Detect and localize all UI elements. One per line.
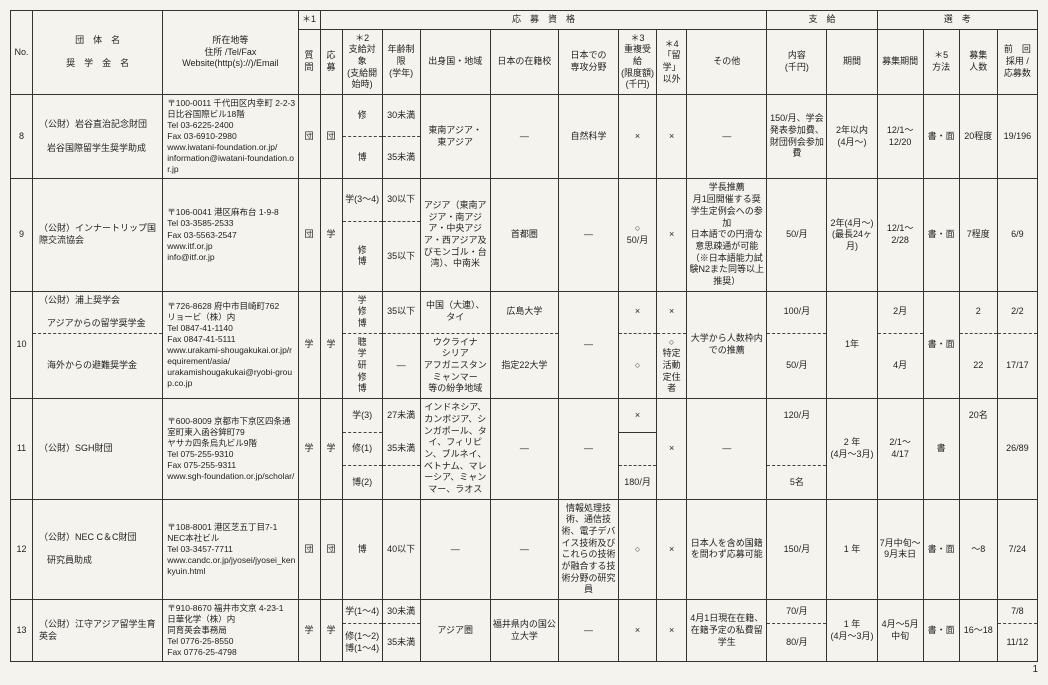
hdr-q: 質問 <box>298 29 320 94</box>
cell-org: （公財）NEC C＆C財団 研究員助成 <box>33 499 163 600</box>
table-header: No. 団 体 名奨 学 金 名 所在地等住所 /Tel/FaxWebsite(… <box>11 11 1038 95</box>
cell-org: （公財）浦上奨学会 アジアからの留学奨学金 <box>33 291 163 333</box>
cell-per: 2年以内(4月〜) <box>827 95 877 179</box>
cell-fld: 自然科学 <box>558 95 618 179</box>
hdr-ryu: ＊4「留学」以外 <box>657 29 687 94</box>
hdr-sch: 日本の在籍校 <box>490 29 558 94</box>
cell-org: （公財）SGH財団 <box>33 399 163 500</box>
cell-bo: 団 <box>320 95 342 179</box>
table-row: 8 （公財）岩谷直治記念財団 岩谷国際留学生奨学助成 〒100-0011 千代田… <box>11 95 1038 137</box>
cell-addr: 〒108-8001 港区芝五丁目7-1NEC本社ビルTel 03-3457-77… <box>163 499 298 600</box>
hdr-sel: 選 考 <box>877 11 1037 30</box>
scholarship-table: No. 団 体 名奨 学 金 名 所在地等住所 /Tel/FaxWebsite(… <box>10 10 1038 662</box>
cell-amt: 150/月、学会発表参加費、財団例会参加費 <box>767 95 827 179</box>
hdr-amt: 内容(千円) <box>767 29 827 94</box>
hdr-mtd: ＊5方法 <box>923 29 959 94</box>
cell-no: 13 <box>11 600 33 662</box>
cell-no: 12 <box>11 499 33 600</box>
cell-org: （公財）インナートリップ国際交流協会 <box>33 179 163 291</box>
hdr-tgt: ＊2支給対象(支給開始時) <box>342 29 382 94</box>
cell-org: （公財）江守アジア留学生育英会 <box>33 600 163 662</box>
cell-mtd: 書・面 <box>923 95 959 179</box>
cell-app: 12/1〜12/20 <box>877 95 923 179</box>
hdr-org: 団 体 名奨 学 金 名 <box>33 11 163 95</box>
hdr-no: No. <box>11 11 33 95</box>
hdr-qual: 応 募 資 格 <box>320 11 767 30</box>
cell-no: 8 <box>11 95 33 179</box>
table-row: 13 （公財）江守アジア留学生育英会 〒910-8670 福井市文京 4-23-… <box>11 600 1038 624</box>
table-row: 10 （公財）浦上奨学会 アジアからの留学奨学金 〒726-8628 府中市目崎… <box>11 291 1038 333</box>
cell-age: 30未満 <box>382 95 420 137</box>
table-row: 9 （公財）インナートリップ国際交流協会 〒106-0041 港区麻布台 1-9… <box>11 179 1038 222</box>
cell-no: 11 <box>11 399 33 500</box>
cell-num: 20程度 <box>959 95 997 179</box>
hdr-num: 募集人数 <box>959 29 997 94</box>
hdr-age: 年齢制限(学年) <box>382 29 420 94</box>
cell-prev: 19/196 <box>997 95 1037 179</box>
cell-oth: — <box>687 95 767 179</box>
cell-addr: 〒100-0011 千代田区内幸町 2-2-3日比谷国際ビル18階Tel 03-… <box>163 95 298 179</box>
hdr-star1: ＊1 <box>298 11 320 30</box>
cell-org: （公財）岩谷直治記念財団 岩谷国際留学生奨学助成 <box>33 95 163 179</box>
cell-sch: — <box>490 95 558 179</box>
page-number: 1 <box>10 664 1038 675</box>
cell-addr: 〒910-8670 福井市文京 4-23-1日華化学（株）内同育英会事務局Tel… <box>163 600 298 662</box>
hdr-bo: 応募 <box>320 29 342 94</box>
cell-addr: 〒106-0041 港区麻布台 1-9-8Tel 03-3585-2533Fax… <box>163 179 298 291</box>
hdr-oth: その他 <box>687 29 767 94</box>
table-body: 8 （公財）岩谷直治記念財団 岩谷国際留学生奨学助成 〒100-0011 千代田… <box>11 95 1038 662</box>
hdr-addr: 所在地等住所 /Tel/FaxWebsite(http(s)://)/Email <box>163 11 298 95</box>
cell-tgt: 修 <box>342 95 382 137</box>
hdr-reg: 出身国・地域 <box>420 29 490 94</box>
table-row: 12 （公財）NEC C＆C財団 研究員助成 〒108-8001 港区芝五丁目7… <box>11 499 1038 600</box>
cell-reg: 東南アジア・東アジア <box>420 95 490 179</box>
table-row: 11 （公財）SGH財団 〒600-8009 京都市下京区四条通室町東入函谷鉾町… <box>11 399 1038 433</box>
cell-addr: 〒600-8009 京都市下京区四条通室町東入函谷鉾町79ヤサカ四条烏丸ビル9階… <box>163 399 298 500</box>
cell-no: 9 <box>11 179 33 291</box>
cell-ryu: × <box>657 95 687 179</box>
hdr-prev: 前 回採用 /応募数 <box>997 29 1037 94</box>
hdr-pay: 支 給 <box>767 11 877 30</box>
cell-addr: 〒726-8628 府中市目崎町762リョービ（株）内Tel 0847-41-1… <box>163 291 298 399</box>
cell-q: 団 <box>298 95 320 179</box>
hdr-fld: 日本での専攻分野 <box>558 29 618 94</box>
hdr-app: 募集期間 <box>877 29 923 94</box>
cell-no: 10 <box>11 291 33 399</box>
cell-dup: × <box>619 95 657 179</box>
hdr-per: 期間 <box>827 29 877 94</box>
hdr-dup: ＊3重複受給(限度額)(千円) <box>619 29 657 94</box>
